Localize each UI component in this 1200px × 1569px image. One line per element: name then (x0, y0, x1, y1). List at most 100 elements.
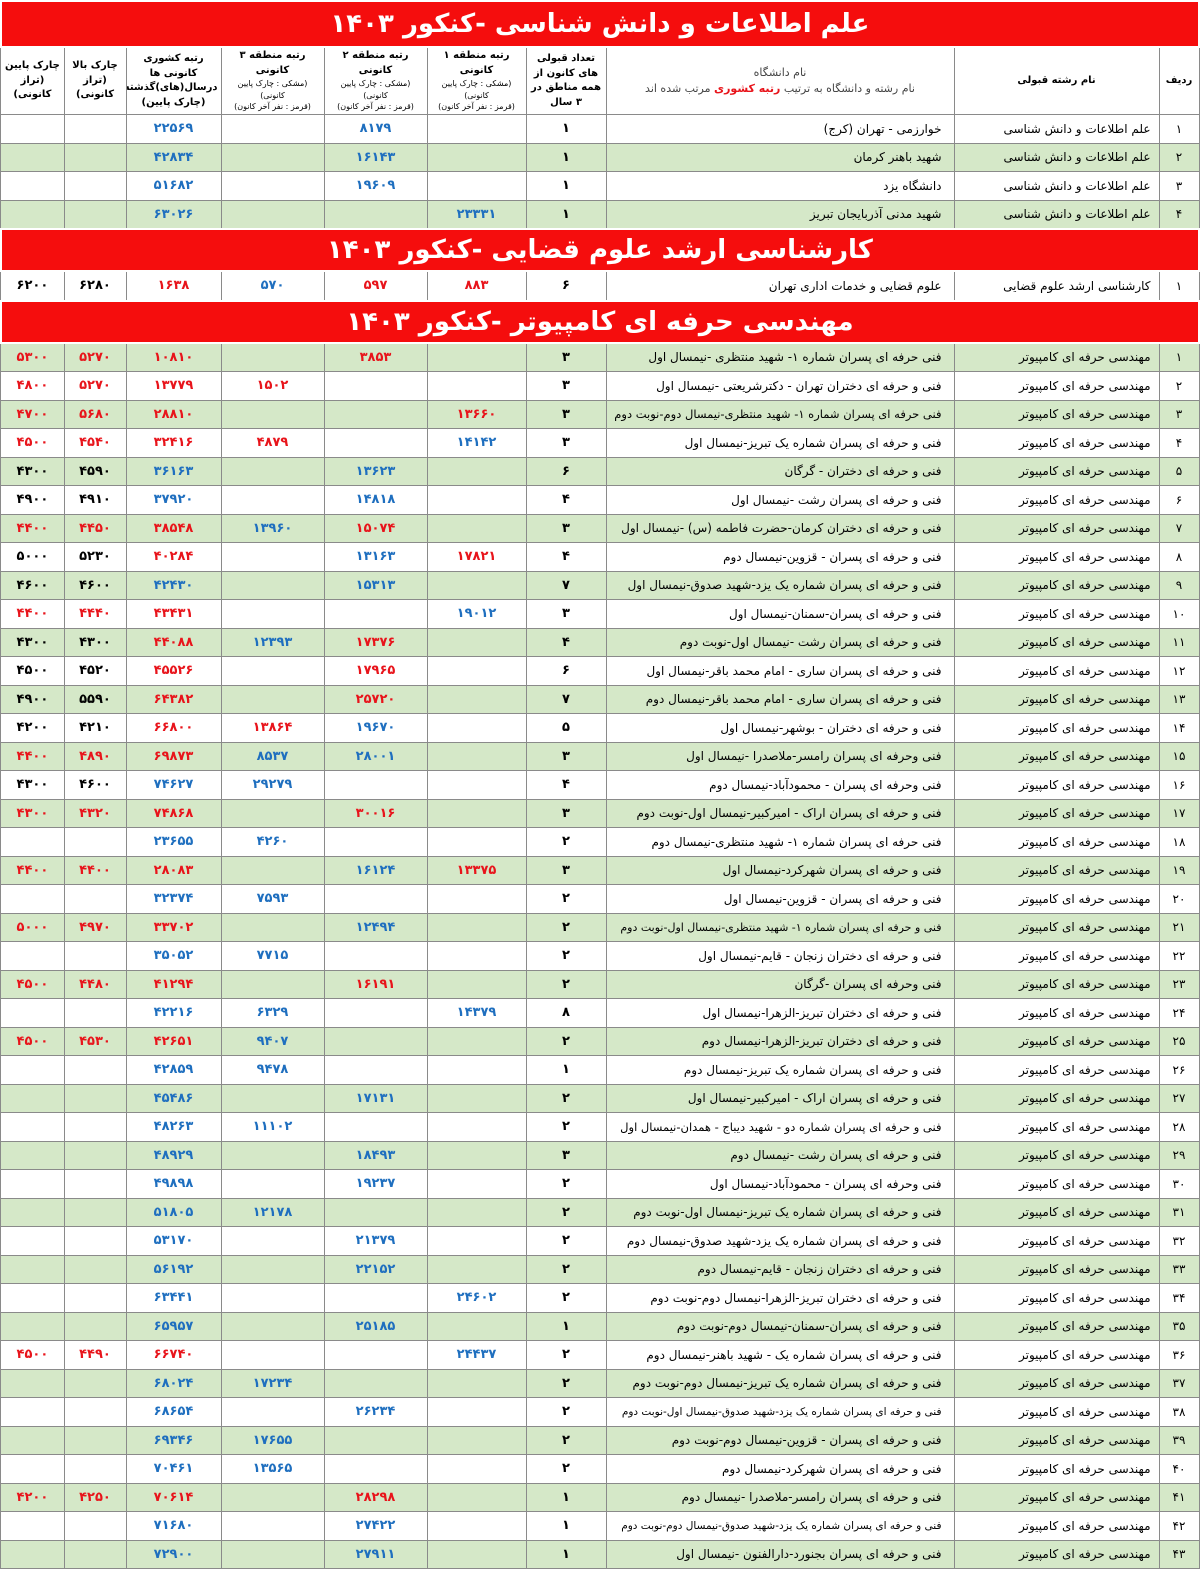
rank-cell: ۵۲۷۰ (63, 342, 127, 372)
field-cell: مهندسی حرفه ای کامپیوتر (953, 1425, 1160, 1455)
cell: ۱ (1158, 114, 1200, 144)
rank-cell: ۴۵۴۸۶ (125, 1083, 222, 1113)
rank-cell: ۵۶۸۰ (63, 399, 127, 429)
rank-cell (63, 142, 127, 172)
rank-cell (0, 171, 65, 201)
rank-cell (426, 798, 527, 828)
rank-cell: ۲۵۱۸۵ (323, 1311, 428, 1341)
rank-cell (220, 1539, 325, 1569)
data-row: ۱ مهندسی حرفه ای کامپیوتر فنی حرفه ای پسرا… (0, 342, 1200, 372)
cell: ۳ (525, 855, 607, 885)
field-cell: مهندسی حرفه ای کامپیوتر (953, 627, 1160, 657)
rank-cell: ۵۳۰۰ (0, 342, 65, 372)
rank-cell (426, 1311, 527, 1341)
rank-cell: ۱۹۲۳۷ (323, 1169, 428, 1199)
rank-cell (323, 371, 428, 401)
cell: ۲۶ (1158, 1055, 1200, 1085)
cell: ۴ (525, 485, 607, 515)
rank-cell (220, 542, 325, 572)
rank-cell: ۵۷۰ (220, 270, 325, 301)
cell: ۳ (525, 428, 607, 458)
data-row: ۳۰ مهندسی حرفه ای کامپیوتر فنی وحرفه ای پس… (0, 1169, 1200, 1199)
rank-cell: ۳۸۵۴۸ (125, 513, 222, 543)
field-cell: مهندسی حرفه ای کامپیوتر (953, 399, 1160, 429)
rank-cell (220, 1482, 325, 1512)
rank-cell: ۷۴۸۶۸ (125, 798, 222, 828)
rank-cell (220, 656, 325, 686)
cell: ۲ (525, 1425, 607, 1455)
field-cell: مهندسی حرفه ای کامپیوتر (953, 855, 1160, 885)
rank-cell (0, 1539, 65, 1569)
field-cell: مهندسی حرفه ای کامپیوتر (953, 684, 1160, 714)
university-cell: فنی وحرفه ای پسران رامسر-ملاصدرا -نیمسال… (605, 741, 955, 771)
rank-cell (220, 684, 325, 714)
cell: ۳ (525, 399, 607, 429)
cell: ۲ (525, 1169, 607, 1199)
rank-cell: ۶۶۸۰۰ (125, 713, 222, 743)
rank-cell: ۱۲۱۷۸ (220, 1197, 325, 1227)
cell: ۲ (525, 1368, 607, 1398)
rank-cell: ۴۳۰۰ (63, 627, 127, 657)
rank-cell: ۲۸۸۱۰ (125, 399, 222, 429)
section-title-row: مهندسی حرفه ای کامپیوتر -کنکور ۱۴۰۳ (0, 299, 1200, 344)
rank-cell: ۴۸۷۹ (220, 428, 325, 458)
rank-cell: ۶۶۷۴۰ (125, 1340, 222, 1370)
rank-cell: ۷۵۹۳ (220, 884, 325, 914)
cell: ۱۱ (1158, 627, 1200, 657)
rank-cell: ۳۰۰۱۶ (323, 798, 428, 828)
rank-cell: ۴۶۰۰ (0, 570, 65, 600)
rank-cell (426, 1368, 527, 1398)
rank-cell: ۷۰۶۱۴ (125, 1482, 222, 1512)
university-cell: فنی و حرفه ای پسران - قزوین-نیمسال دوم-ن… (605, 1425, 955, 1455)
cell: ۳۷ (1158, 1368, 1200, 1398)
rank-cell (0, 1511, 65, 1541)
rank-cell: ۸۵۳۷ (220, 741, 325, 771)
rank-cell: ۴۲۰۰ (0, 713, 65, 743)
cell: ۲۷ (1158, 1083, 1200, 1113)
rank-cell (63, 1140, 127, 1170)
cell: ۴۳ (1158, 1539, 1200, 1569)
data-row: ۳۷ مهندسی حرفه ای کامپیوتر فنی و حرفه ای پ… (0, 1368, 1200, 1398)
cell: ۳۱ (1158, 1197, 1200, 1227)
cell: ۱۴ (1158, 713, 1200, 743)
rank-cell: ۱۵۳۱۳ (323, 570, 428, 600)
cell: ۵ (525, 713, 607, 743)
rank-cell (323, 1197, 428, 1227)
data-row: ۳۶ مهندسی حرفه ای کامپیوتر فنی و حرفه ای پ… (0, 1340, 1200, 1370)
rank-cell: ۴۱۲۹۴ (125, 969, 222, 999)
section-title-row: علم اطلاعات و دانش شناسی -کنکور ۱۴۰۳ (0, 0, 1200, 48)
rank-cell: ۲۳۳۳۱ (426, 199, 527, 230)
rank-cell: ۶۸۶۵۴ (125, 1397, 222, 1427)
cell: ۲۵ (1158, 1026, 1200, 1056)
data-row: ۲۶ مهندسی حرفه ای کامپیوتر فنی و حرفه ای پ… (0, 1055, 1200, 1085)
rank-cell (220, 1311, 325, 1341)
cell: ۳ (525, 741, 607, 771)
header-title: رتبه منطقه ۲ کانونی (342, 50, 409, 76)
rank-cell: ۷۷۱۵ (220, 941, 325, 971)
cell: ۸ (1158, 542, 1200, 572)
cell: ۱۵ (1158, 741, 1200, 771)
rank-cell: ۲۷۴۲۲ (323, 1511, 428, 1541)
rank-cell: ۴۷۰۰ (0, 399, 65, 429)
field-cell: مهندسی حرفه ای کامپیوتر (953, 1254, 1160, 1284)
rank-cell (220, 1340, 325, 1370)
rank-cell: ۴۳۲۰ (63, 798, 127, 828)
field-cell: مهندسی حرفه ای کامپیوتر (953, 998, 1160, 1028)
field-cell: مهندسی حرفه ای کامپیوتر (953, 1140, 1160, 1170)
field-cell: مهندسی حرفه ای کامپیوتر (953, 912, 1160, 942)
cell: ۲۱ (1158, 912, 1200, 942)
cell: ۱ (1158, 342, 1200, 372)
header-cell: چارک بالا (تراز کانونی) (63, 46, 127, 115)
rank-cell: ۲۱۳۷۹ (323, 1226, 428, 1256)
data-row: ۳۱ مهندسی حرفه ای کامپیوتر فنی و حرفه ای پ… (0, 1197, 1200, 1227)
rank-cell (63, 114, 127, 144)
rank-cell: ۴۲۵۰ (63, 1482, 127, 1512)
data-row: ۱۰ مهندسی حرفه ای کامپیوتر فنی و حرفه ای پ… (0, 599, 1200, 629)
rank-cell: ۹۴۷۸ (220, 1055, 325, 1085)
header-note: (مشکی : چارک پایین کانونی) (قرمز : نفر آخ… (328, 78, 424, 113)
rank-cell (426, 342, 527, 372)
rank-cell: ۲۹۲۷۹ (220, 770, 325, 800)
rank-cell (220, 342, 325, 372)
header-note-line: (قرمز : نفر آخر کانون) (438, 102, 515, 112)
rank-cell: ۷۴۶۲۷ (125, 770, 222, 800)
